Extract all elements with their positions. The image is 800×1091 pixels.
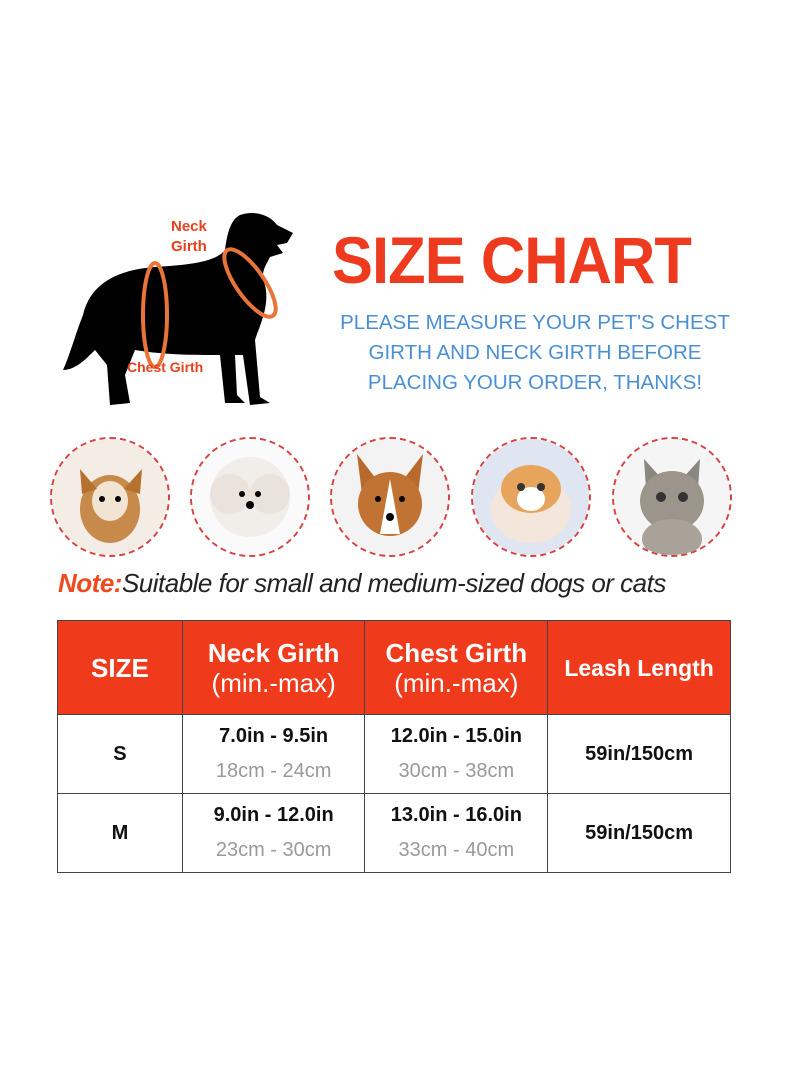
measure-instructions: PLEASE MEASURE YOUR PET'S CHEST GIRTH AN… (310, 308, 760, 398)
pet-photo-chihuahua (50, 437, 170, 557)
header-chest-girth: Chest Girth (min.-max) (364, 620, 549, 715)
pet-photo-corgi (330, 437, 450, 557)
chest-cell: 13.0in - 16.0in 33cm - 40cm (364, 793, 549, 873)
header-size: SIZE (57, 620, 183, 715)
header-title: Chest Girth (385, 637, 528, 668)
dog-measurement-diagram: Neck Girth Chest Girth (55, 205, 315, 415)
chest-in: 12.0in - 15.0in (390, 725, 522, 747)
leash-cell: 59in/150cm (547, 793, 731, 873)
table-row: S 7.0in - 9.5in 18cm - 24cm 12.0in - 15.0… (57, 714, 731, 794)
size-table: SIZE Neck Girth (min.-max) Chest Girth (mi… (57, 620, 731, 873)
table-header-row: SIZE Neck Girth (min.-max) Chest Girth (mi… (57, 620, 731, 715)
neck-in: 9.0in - 12.0in (213, 804, 334, 826)
chest-cell: 12.0in - 15.0in 30cm - 38cm (364, 714, 549, 794)
size-cell: S (57, 714, 183, 794)
pet-photo-poodle (190, 437, 310, 557)
chest-girth-label: Chest Girth (127, 359, 204, 375)
neck-cm: 18cm - 24cm (215, 760, 332, 782)
neck-cm: 23cm - 30cm (215, 839, 332, 861)
header-title: Leash Length (564, 654, 714, 681)
pet-photo-cat-orange (471, 437, 591, 557)
header-title: SIZE (91, 652, 149, 683)
header-title: Neck Girth (207, 637, 340, 668)
table-row: M 9.0in - 12.0in 23cm - 30cm 13.0in - 16.… (57, 793, 731, 873)
note-prefix: Note: (58, 568, 122, 598)
instruction-line: GIRTH AND NECK GIRTH BEFORE (368, 341, 702, 364)
pet-photo-tabby-kitten (612, 437, 732, 557)
leash-cell: 59in/150cm (547, 714, 731, 794)
instruction-line: PLEASE MEASURE YOUR PET'S CHEST (340, 311, 730, 334)
header-sub: (min.-max) (211, 667, 336, 698)
header-sub: (min.-max) (394, 667, 519, 698)
neck-in: 7.0in - 9.5in (219, 725, 329, 747)
header-leash-length: Leash Length (547, 620, 731, 715)
instruction-line: PLACING YOUR ORDER, THANKS! (367, 371, 703, 394)
dog-silhouette-icon (63, 213, 293, 405)
chest-cm: 30cm - 38cm (398, 760, 515, 782)
chest-in: 13.0in - 16.0in (390, 804, 522, 826)
neck-cell: 9.0in - 12.0in 23cm - 30cm (181, 793, 366, 873)
chest-cm: 33cm - 40cm (398, 839, 515, 861)
note-text: Suitable for small and medium-sized dogs… (121, 568, 666, 598)
size-cell: M (57, 793, 183, 873)
header-neck-girth: Neck Girth (min.-max) (181, 620, 366, 715)
page-title: SIZE CHART (332, 223, 692, 297)
note: Note:Suitable for small and medium-sized… (58, 568, 666, 599)
neck-girth-label: Neck (171, 218, 207, 235)
neck-girth-label-2: Girth (171, 238, 207, 255)
neck-cell: 7.0in - 9.5in 18cm - 24cm (181, 714, 366, 794)
